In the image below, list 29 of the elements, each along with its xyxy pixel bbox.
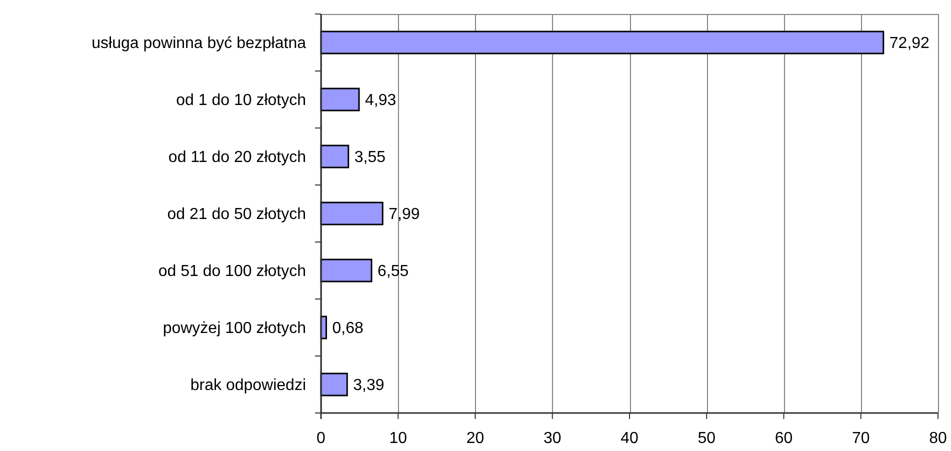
data-label: 7,99 bbox=[388, 206, 420, 224]
x-tick-label: 50 bbox=[698, 430, 716, 447]
data-label: 3,39 bbox=[353, 377, 384, 394]
x-tick-label: 20 bbox=[466, 430, 484, 447]
bar bbox=[320, 372, 348, 396]
x-tick-label: 30 bbox=[543, 430, 562, 447]
data-label: 4,93 bbox=[365, 92, 396, 110]
y-tick-label: brak odpowiedzi bbox=[190, 377, 306, 394]
y-tick-label: od 11 do 20 złotych bbox=[168, 149, 306, 166]
x-tick-label: 10 bbox=[389, 430, 408, 447]
data-label: 72,92 bbox=[889, 35, 930, 52]
data-label: 0,68 bbox=[332, 320, 364, 338]
y-tick-label: powyżej 100 złotych bbox=[162, 320, 306, 338]
y-tick-label: od 21 do 50 złotych bbox=[167, 206, 306, 224]
data-label: 6,55 bbox=[378, 263, 409, 280]
bar bbox=[320, 144, 350, 168]
x-tick-label: 40 bbox=[620, 430, 638, 447]
y-tick-label: od 1 do 10 złotych bbox=[176, 92, 306, 110]
x-tick-label: 80 bbox=[929, 430, 947, 447]
x-tick-label: 60 bbox=[774, 430, 793, 447]
bar bbox=[320, 88, 360, 112]
bar bbox=[320, 202, 384, 226]
bar bbox=[320, 30, 884, 54]
data-label: 3,55 bbox=[354, 149, 386, 166]
x-tick-label: 70 bbox=[852, 430, 870, 447]
bar bbox=[320, 258, 372, 282]
x-tick-label: 0 bbox=[316, 430, 326, 447]
y-tick-label: od 51 do 100 złotych bbox=[158, 263, 306, 280]
y-tick-label: usługa powinna być bezpłatna bbox=[92, 35, 306, 52]
